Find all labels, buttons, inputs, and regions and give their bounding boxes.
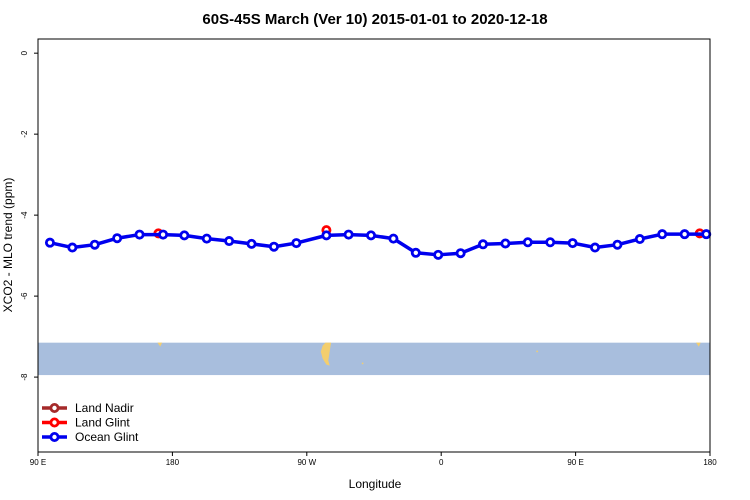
legend-label: Land Nadir (75, 401, 134, 415)
x-tick-label: 180 (166, 458, 180, 467)
land-shape (320, 342, 332, 366)
ocean-glint-point (158, 229, 169, 240)
y-tick-label: -4 (20, 211, 29, 219)
ocean-glint-point (478, 239, 489, 250)
island-shape (361, 362, 364, 365)
ocean-glint-point (268, 241, 279, 252)
ocean-glint-point (612, 239, 623, 250)
ocean-band (38, 342, 710, 376)
plot-frame (37, 38, 711, 453)
ocean-glint-point (500, 238, 511, 249)
ocean-glint-series (44, 229, 712, 260)
map-band (38, 342, 710, 376)
ocean-glint-point (455, 248, 466, 259)
legend-label: Ocean Glint (75, 430, 139, 444)
legend-item-ocean-glint: Ocean Glint (42, 430, 139, 444)
ocean-glint-point (134, 229, 145, 240)
ocean-glint-point (388, 233, 399, 244)
ocean-glint-point (224, 236, 235, 247)
chart-title: 60S-45S March (Ver 10) 2015-01-01 to 202… (202, 11, 547, 28)
ocean-glint-point (545, 237, 556, 248)
ocean-glint-point (67, 242, 78, 253)
legend-swatch-marker (49, 431, 60, 442)
series-layer (44, 225, 712, 260)
ocean-glint-point (522, 237, 533, 248)
y-tick-label: -6 (20, 292, 29, 300)
land-glint-series (153, 225, 705, 239)
ocean-glint-point (701, 229, 712, 240)
x-tick-label: 90 W (297, 458, 316, 467)
ocean-glint-point (410, 247, 421, 258)
y-tick-label: 0 (20, 50, 29, 55)
legend-swatch-marker (49, 417, 60, 428)
ocean-glint-point (89, 239, 100, 250)
ocean-glint-point (179, 230, 190, 241)
x-tick-label: 90 E (567, 458, 583, 467)
ocean-glint-point (291, 238, 302, 249)
x-axis: 90 E 180 90 W 0 90 E 180 (30, 452, 717, 467)
ocean-glint-line (49, 232, 707, 257)
island-shape (536, 350, 538, 353)
y-axis-label: XCO2 - MLO trend (ppm) (1, 178, 15, 313)
ocean-glint-point (657, 229, 668, 240)
legend-label: Land Glint (75, 416, 130, 430)
x-tick-label: 90 E (30, 458, 46, 467)
y-tick-label: -8 (20, 373, 29, 381)
ocean-glint-point (112, 233, 123, 244)
ocean-glint-point (201, 233, 212, 244)
ocean-glint-point (433, 249, 444, 260)
legend-item-land-nadir: Land Nadir (42, 401, 134, 415)
x-tick-label: 180 (703, 458, 717, 467)
ocean-glint-point (590, 242, 601, 253)
legend-swatch-marker (49, 402, 60, 413)
ocean-glint-point (44, 237, 55, 248)
ocean-glint-point (343, 229, 354, 240)
ocean-glint-point (366, 230, 377, 241)
ocean-glint-point (321, 230, 332, 241)
x-tick-label: 0 (439, 458, 444, 467)
legend-item-land-glint: Land Glint (42, 416, 130, 430)
land-shape (696, 342, 701, 347)
ocean-glint-point (679, 229, 690, 240)
y-axis: 0 -2 -4 -6 -8 (20, 50, 38, 381)
x-axis-label: Longitude (349, 477, 402, 491)
land-shape (157, 342, 163, 347)
ocean-glint-point (246, 238, 257, 249)
ocean-glint-point (567, 238, 578, 249)
y-tick-label: -2 (20, 130, 29, 138)
ocean-glint-point (634, 234, 645, 245)
